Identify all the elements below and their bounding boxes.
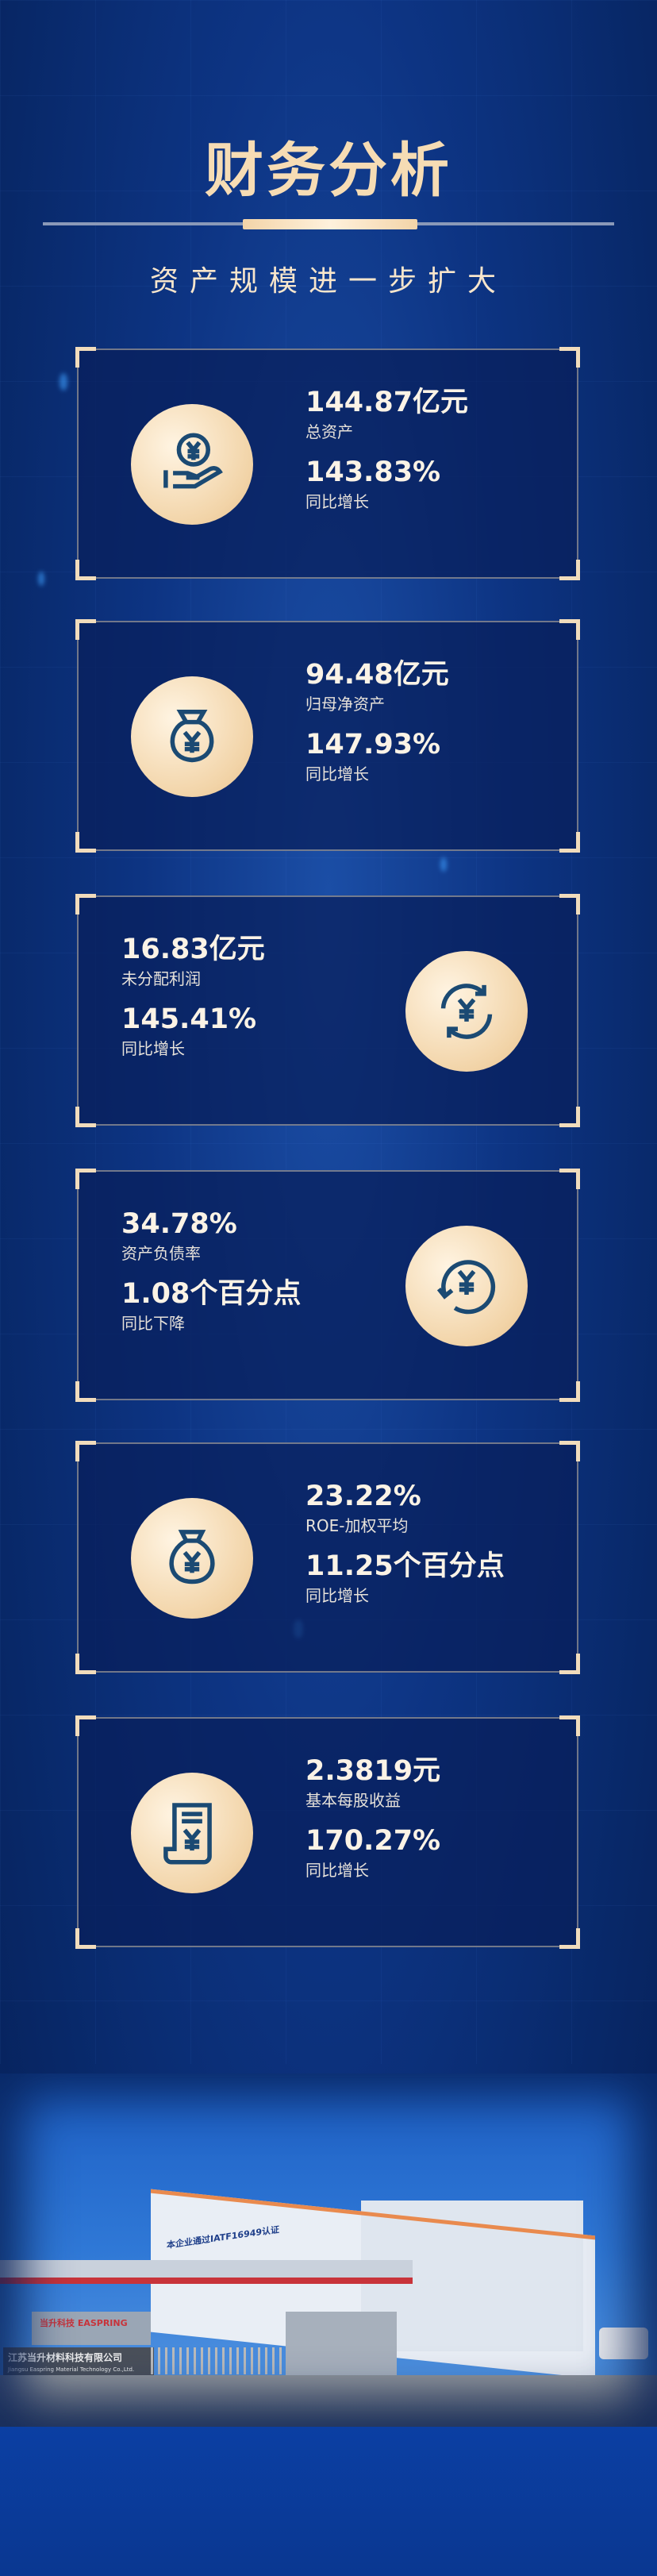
metric-change-label: 同比增长 xyxy=(121,1039,185,1058)
money-bag-yuan-icon xyxy=(131,676,253,797)
entrance-canopy xyxy=(0,2260,413,2284)
building-main xyxy=(151,2189,595,2379)
metric-value: 94.48亿元 xyxy=(305,659,449,691)
metric-change-label: 同比增长 xyxy=(305,492,369,511)
metric-change-label: 同比增长 xyxy=(305,764,369,784)
metric-value: 23.22% xyxy=(305,1481,421,1512)
company-name: 江苏当升材料科技有限公司 xyxy=(8,2352,123,2363)
metric-label: 归母净资产 xyxy=(305,695,385,714)
hand-coin-yuan-icon xyxy=(131,404,253,525)
metric-change: 143.83% xyxy=(305,456,441,488)
metric-change: 11.25个百分点 xyxy=(305,1550,505,1582)
sliding-gate xyxy=(151,2347,282,2374)
metric-card-undistributed-profit: 16.83亿元 未分配利润 145.41% 同比增长 xyxy=(75,894,580,1127)
factory-photo: 本企业通过IATF16949认证 当升科技 EASPRING 江苏当升材料科技有… xyxy=(0,2074,657,2427)
road xyxy=(0,2375,657,2427)
building-banner: 本企业通过IATF16949认证 xyxy=(167,2224,280,2251)
yuan-receipt-icon xyxy=(131,1773,253,1893)
yuan-refresh-icon xyxy=(405,1226,528,1346)
light-dot xyxy=(60,373,67,391)
metric-change-label: 同比下降 xyxy=(121,1314,185,1333)
metric-label: 资产负债率 xyxy=(121,1244,201,1263)
metric-label: 未分配利润 xyxy=(121,969,201,988)
yuan-sack-icon xyxy=(131,1498,253,1619)
metric-change: 1.08个百分点 xyxy=(121,1278,302,1310)
metric-label: ROE-加权平均 xyxy=(305,1516,409,1535)
divider-highlight xyxy=(243,219,417,229)
yuan-cycle-icon xyxy=(405,951,528,1072)
page-title: 财务分析 xyxy=(205,137,452,205)
building-tower xyxy=(361,2201,583,2351)
metric-value: 34.78% xyxy=(121,1208,237,1240)
company-name-en: Jiangsu Easpring Material Technology Co.… xyxy=(8,2366,135,2373)
company-name-sign: 江苏当升材料科技有限公司 Jiangsu Easpring Material T… xyxy=(3,2347,154,2383)
metric-label: 基本每股收益 xyxy=(305,1791,401,1810)
metric-value: 2.3819元 xyxy=(305,1755,441,1787)
guard-house xyxy=(286,2312,397,2375)
metric-change: 147.93% xyxy=(305,729,441,760)
metric-card-eps: 2.3819元 基本每股收益 170.27% 同比增长 xyxy=(75,1715,580,1949)
footer-band xyxy=(0,2427,657,2576)
building-stripe xyxy=(151,2189,595,2240)
company-brand-sign: 当升科技 EASPRING xyxy=(32,2312,151,2345)
metric-value: 16.83亿元 xyxy=(121,934,265,965)
metric-label: 总资产 xyxy=(305,422,353,441)
metric-card-roe: 23.22% ROE-加权平均 11.25个百分点 同比增长 xyxy=(75,1441,580,1674)
light-dot xyxy=(38,572,44,586)
page-subtitle: 资产规模进一步扩大 xyxy=(149,265,507,298)
metric-change: 145.41% xyxy=(121,1003,257,1035)
metric-card-debt-ratio: 34.78% 资产负债率 1.08个百分点 同比下降 xyxy=(75,1169,580,1402)
metric-card-net-assets: 94.48亿元 归母净资产 147.93% 同比增长 xyxy=(75,619,580,853)
light-dot xyxy=(440,857,447,872)
parked-van xyxy=(599,2328,648,2359)
metric-change-label: 同比增长 xyxy=(305,1586,369,1605)
metric-change: 170.27% xyxy=(305,1825,441,1857)
metric-change-label: 同比增长 xyxy=(305,1861,369,1880)
metric-value: 144.87亿元 xyxy=(305,387,469,418)
metric-card-total-assets: 144.87亿元 总资产 143.83% 同比增长 xyxy=(75,347,580,580)
